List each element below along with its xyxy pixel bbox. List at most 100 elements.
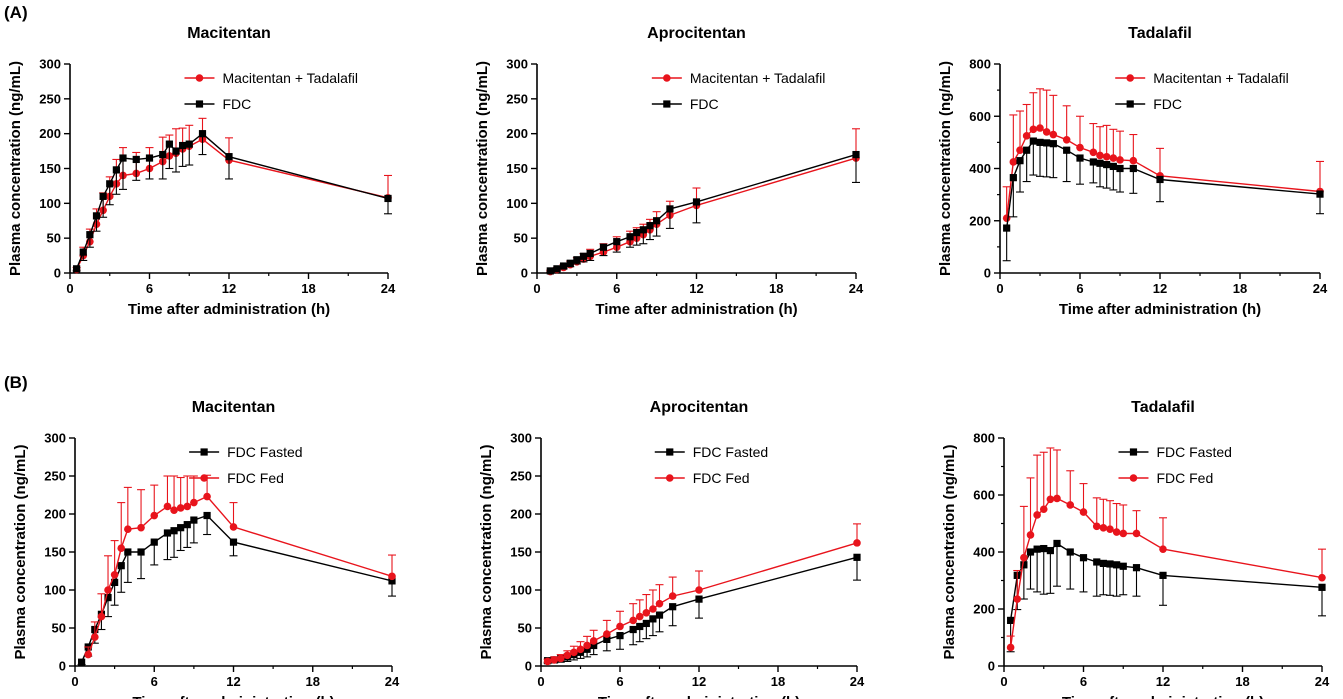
data-point-square xyxy=(1063,146,1071,154)
x-tick-label: 12 xyxy=(692,674,706,689)
data-point-square xyxy=(853,553,861,561)
data-point-square xyxy=(112,166,120,174)
y-tick-label: 50 xyxy=(514,231,528,246)
legend: Macitentan + Tadalafil FDC xyxy=(1115,70,1289,112)
data-point-circle xyxy=(1089,148,1098,157)
legend-marker xyxy=(1126,100,1134,108)
data-point-circle xyxy=(1009,158,1018,166)
data-point-circle xyxy=(635,612,644,621)
y-tick-label: 0 xyxy=(54,266,61,281)
data-point-square xyxy=(666,205,674,213)
data-point-square xyxy=(163,529,172,537)
x-tick-label: 18 xyxy=(306,674,320,689)
data-point-circle xyxy=(163,502,172,511)
x-axis-label: Time after administration (h) xyxy=(598,694,800,699)
data-point-square xyxy=(616,632,624,640)
data-point-square xyxy=(553,265,561,273)
data-point-circle xyxy=(583,641,591,650)
data-point-circle xyxy=(1006,643,1015,652)
series-2 xyxy=(1002,137,1324,262)
x-tick-label: 6 xyxy=(1080,674,1087,689)
y-tick-label: 200 xyxy=(969,213,991,228)
data-point-square xyxy=(1020,561,1028,569)
data-point-square xyxy=(692,198,701,206)
data-point-square xyxy=(117,562,125,570)
y-tick-label: 150 xyxy=(39,161,61,176)
data-point-square xyxy=(183,521,191,529)
data-point-square xyxy=(1053,539,1061,548)
data-point-square xyxy=(579,252,588,260)
data-point-square xyxy=(225,153,233,161)
data-point-square xyxy=(559,262,568,270)
data-point-circle xyxy=(176,504,185,512)
y-tick-label: 800 xyxy=(973,431,995,446)
y-axis-label: Plasma concentration (ng/mL) xyxy=(937,61,954,276)
legend-marker xyxy=(666,448,674,456)
legend-label: FDC Fasted xyxy=(693,444,768,460)
y-tick-label: 250 xyxy=(44,469,66,484)
x-tick-label: 0 xyxy=(537,674,544,689)
data-point-circle xyxy=(563,651,572,660)
data-point-circle xyxy=(1062,135,1071,144)
data-point-square xyxy=(1023,146,1031,154)
data-point-circle xyxy=(110,571,119,579)
y-tick-label: 150 xyxy=(510,545,532,560)
y-tick-label: 300 xyxy=(510,431,532,446)
x-tick-label: 12 xyxy=(1153,281,1167,296)
y-tick-label: 0 xyxy=(525,659,532,674)
data-point-circle xyxy=(1022,132,1031,140)
data-point-circle xyxy=(668,592,677,600)
y-tick-label: 800 xyxy=(969,57,991,72)
data-point-circle xyxy=(1039,505,1048,514)
data-point-square xyxy=(1096,159,1104,167)
data-point-square xyxy=(1129,164,1137,173)
series-2 xyxy=(84,474,396,659)
data-point-square xyxy=(124,548,132,556)
y-tick-label: 150 xyxy=(44,545,66,560)
data-point-square xyxy=(626,233,634,241)
data-point-square xyxy=(566,259,574,267)
data-point-circle xyxy=(603,630,611,638)
series-1 xyxy=(1006,539,1326,653)
data-point-square xyxy=(639,226,647,234)
data-point-square xyxy=(79,248,87,256)
y-axis-label: Plasma concentration (ng/mL) xyxy=(478,444,495,659)
y-tick-label: 250 xyxy=(510,469,532,484)
data-point-square xyxy=(73,265,81,273)
data-point-square xyxy=(633,228,641,237)
y-tick-label: 100 xyxy=(44,583,66,598)
chart-title: Macitentan xyxy=(187,25,271,42)
chart-title: Macitentan xyxy=(192,399,276,416)
data-point-circle xyxy=(117,544,126,552)
data-point-square xyxy=(190,516,198,524)
legend-marker xyxy=(200,474,208,482)
data-point-circle xyxy=(1099,523,1108,532)
data-point-square xyxy=(852,150,860,159)
legend-marker xyxy=(663,100,671,108)
legend-label: Macitentan + Tadalafil xyxy=(222,70,358,86)
data-point-square xyxy=(78,658,86,666)
legend-label: FDC xyxy=(690,96,719,112)
data-point-square xyxy=(198,130,207,138)
legend: FDC Fasted FDC Fed xyxy=(654,444,768,486)
legend-marker xyxy=(1129,474,1138,482)
data-point-square xyxy=(104,594,112,602)
data-point-circle xyxy=(1029,125,1038,134)
data-point-square xyxy=(145,154,154,162)
y-tick-label: 200 xyxy=(39,126,61,141)
legend-marker xyxy=(200,448,208,456)
data-point-square xyxy=(655,611,664,619)
data-point-circle xyxy=(137,523,145,532)
chart-title: Aprocitentan xyxy=(650,399,749,416)
data-point-square xyxy=(603,635,611,643)
data-point-square xyxy=(1099,559,1107,567)
data-point-square xyxy=(1132,564,1141,572)
legend: FDC Fasted FDC Fed xyxy=(1118,444,1232,486)
chart-1: Macitentan 0 6 12 18 24 0 50 100 150 200 250 300 Time… xyxy=(7,25,396,318)
data-point-circle xyxy=(1092,522,1101,531)
x-tick-label: 0 xyxy=(533,281,540,296)
x-tick-label: 0 xyxy=(1000,674,1007,689)
data-point-circle xyxy=(616,622,624,631)
data-point-square xyxy=(599,243,608,251)
data-point-square xyxy=(1046,546,1054,555)
